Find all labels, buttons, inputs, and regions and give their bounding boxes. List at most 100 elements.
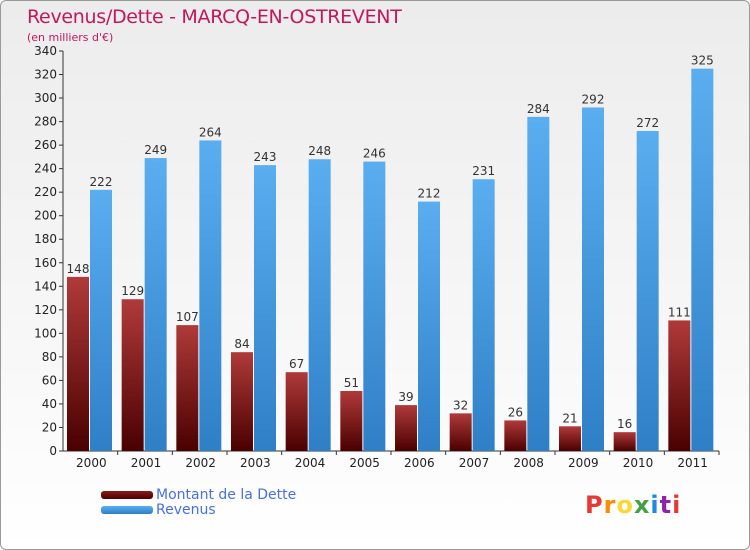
logo-letter: i bbox=[672, 491, 682, 519]
chart-title: Revenus/Dette - MARCQ-EN-OSTREVENT bbox=[27, 6, 402, 28]
y-tick-label: 200 bbox=[34, 209, 57, 223]
bar-debt bbox=[613, 432, 636, 451]
bar-revenus bbox=[90, 189, 112, 451]
data-label-revenus: 246 bbox=[363, 147, 386, 161]
legend-item-revenus: Revenus bbox=[101, 501, 296, 518]
labels: 148 222 129 249 107 264 84 243 67 248 51 246 39 212 32… bbox=[67, 54, 714, 432]
data-label-debt: 107 bbox=[176, 310, 199, 324]
bar-debt bbox=[231, 352, 253, 451]
y-tick-label: 220 bbox=[34, 185, 57, 199]
data-label-revenus: 222 bbox=[90, 175, 113, 189]
bar-revenus bbox=[691, 68, 714, 451]
y-tick-label: 320 bbox=[34, 68, 57, 82]
x-tick-label: 2007 bbox=[459, 456, 490, 470]
bars bbox=[67, 68, 714, 452]
logo-letter: o bbox=[616, 491, 634, 519]
data-label-debt: 39 bbox=[398, 390, 413, 404]
bar-revenus bbox=[472, 179, 495, 451]
y-tick-label: 20 bbox=[42, 420, 57, 434]
y-tick-label: 100 bbox=[34, 326, 57, 340]
bar-debt bbox=[340, 391, 363, 451]
data-label-revenus: 248 bbox=[308, 144, 331, 158]
bar-debt bbox=[285, 372, 308, 451]
bar-revenus bbox=[308, 159, 331, 451]
data-label-revenus: 243 bbox=[254, 150, 277, 164]
y-tick-label: 300 bbox=[34, 91, 57, 105]
data-label-debt: 32 bbox=[453, 398, 468, 412]
x-tick-label: 2011 bbox=[677, 456, 708, 470]
x-tick-label: 2010 bbox=[623, 456, 654, 470]
data-label-revenus: 264 bbox=[199, 125, 222, 139]
data-label-debt: 67 bbox=[289, 357, 304, 371]
bar-debt bbox=[67, 276, 89, 451]
x-tick-label: 2005 bbox=[349, 456, 380, 470]
logo-letter: r bbox=[603, 491, 617, 519]
y-tick-label: 40 bbox=[42, 397, 57, 411]
data-label-debt: 129 bbox=[121, 284, 144, 298]
axes: 0 20 40 60 80 100 120 140 160 180 200 220 240 260 280 3… bbox=[34, 44, 720, 470]
data-label-revenus: 249 bbox=[144, 143, 167, 157]
data-label-debt: 21 bbox=[562, 411, 577, 425]
bar-debt bbox=[504, 420, 527, 451]
bar-revenus bbox=[199, 140, 222, 452]
legend-swatch-debt bbox=[101, 490, 153, 499]
logo-letter: i bbox=[650, 491, 660, 519]
logo-letter: x bbox=[633, 491, 651, 519]
data-label-debt: 148 bbox=[67, 262, 90, 276]
bar-debt bbox=[559, 426, 581, 451]
legend-label-debt: Montant de la Dette bbox=[156, 486, 297, 503]
logo-letter: P bbox=[585, 491, 604, 519]
y-tick-label: 260 bbox=[34, 138, 57, 152]
data-label-revenus: 231 bbox=[472, 164, 495, 178]
proxiti-logo: Proxiti bbox=[585, 491, 681, 519]
y-tick-label: 80 bbox=[42, 350, 57, 364]
chart-subtitle: (en milliers d'€) bbox=[27, 31, 114, 44]
y-tick-label: 0 bbox=[49, 444, 57, 458]
bar-revenus bbox=[144, 158, 167, 451]
y-tick-label: 280 bbox=[34, 115, 57, 129]
bar-revenus bbox=[418, 201, 440, 451]
logo-letter: t bbox=[659, 491, 673, 519]
data-label-debt: 84 bbox=[234, 337, 249, 351]
legend-item-debt: Montant de la Dette bbox=[101, 486, 297, 503]
data-label-revenus: 284 bbox=[527, 102, 550, 116]
data-label-revenus: 292 bbox=[582, 92, 605, 106]
y-tick-label: 240 bbox=[34, 162, 57, 176]
bar-debt bbox=[449, 413, 472, 451]
bar-revenus bbox=[254, 165, 276, 451]
bar-debt bbox=[121, 299, 144, 451]
legend-swatch-revenus bbox=[101, 505, 153, 514]
y-tick-label: 120 bbox=[34, 303, 57, 317]
bar-revenus bbox=[527, 116, 550, 451]
legend: Montant de la Dette Revenus bbox=[101, 486, 297, 518]
y-tick-label: 340 bbox=[34, 44, 57, 58]
bar-revenus bbox=[582, 107, 604, 452]
data-label-debt: 111 bbox=[668, 305, 691, 319]
bar-revenus bbox=[363, 161, 386, 451]
bar-debt bbox=[395, 405, 417, 451]
data-label-revenus: 325 bbox=[691, 54, 714, 68]
x-tick-label: 2003 bbox=[240, 456, 271, 470]
x-tick-label: 2008 bbox=[513, 456, 544, 470]
x-tick-label: 2009 bbox=[568, 456, 599, 470]
data-label-debt: 51 bbox=[344, 376, 359, 390]
data-label-revenus: 272 bbox=[636, 116, 659, 130]
bar-revenus bbox=[636, 131, 659, 451]
data-label-revenus: 212 bbox=[418, 187, 441, 201]
legend-label-revenus: Revenus bbox=[156, 501, 216, 518]
bar-debt bbox=[176, 325, 199, 451]
x-tick-label: 2006 bbox=[404, 456, 435, 470]
x-tick-label: 2001 bbox=[131, 456, 162, 470]
data-label-debt: 16 bbox=[617, 417, 632, 431]
y-tick-label: 60 bbox=[42, 373, 57, 387]
y-tick-label: 160 bbox=[34, 256, 57, 270]
data-label-debt: 26 bbox=[508, 405, 523, 419]
y-tick-label: 140 bbox=[34, 279, 57, 293]
x-tick-label: 2000 bbox=[76, 456, 107, 470]
y-tick-label: 180 bbox=[34, 232, 57, 246]
x-tick-label: 2002 bbox=[185, 456, 216, 470]
bar-debt bbox=[668, 320, 691, 451]
x-tick-label: 2004 bbox=[295, 456, 326, 470]
